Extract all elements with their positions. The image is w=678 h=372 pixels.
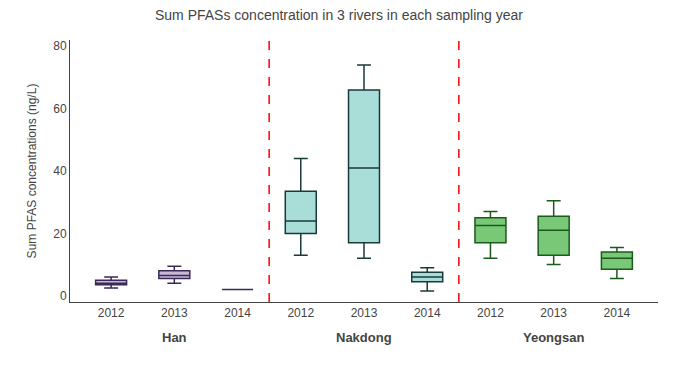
svg-text:2013: 2013 (351, 306, 378, 320)
svg-text:2012: 2012 (98, 306, 125, 320)
svg-text:2013: 2013 (540, 306, 567, 320)
svg-text:Yeongsan: Yeongsan (523, 330, 584, 345)
svg-text:2014: 2014 (414, 306, 441, 320)
svg-text:0: 0 (60, 289, 67, 303)
svg-text:Nakdong: Nakdong (336, 330, 392, 345)
svg-text:2013: 2013 (161, 306, 188, 320)
svg-text:60: 60 (53, 102, 67, 116)
svg-text:2014: 2014 (224, 306, 251, 320)
svg-text:Sum PFASs concentration in 3 r: Sum PFASs concentration in 3 rivers in e… (155, 7, 523, 23)
svg-text:Han: Han (162, 330, 187, 345)
svg-text:2012: 2012 (477, 306, 504, 320)
svg-text:2012: 2012 (287, 306, 314, 320)
svg-text:20: 20 (53, 227, 67, 241)
svg-text:Sum PFAS concentrations (ng/L): Sum PFAS concentrations (ng/L) (25, 84, 39, 259)
svg-text:40: 40 (53, 164, 67, 178)
svg-text:80: 80 (53, 39, 67, 53)
svg-text:2014: 2014 (604, 306, 631, 320)
